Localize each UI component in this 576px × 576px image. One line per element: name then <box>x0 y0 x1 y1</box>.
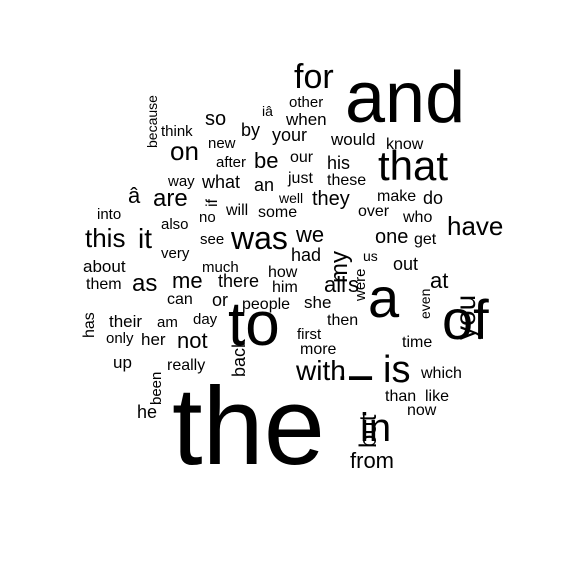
word-by: by <box>241 120 261 140</box>
word-not: not <box>177 328 208 353</box>
word-more: more <box>300 341 337 358</box>
word-that: that <box>378 142 449 189</box>
word-out: out <box>393 254 419 274</box>
word-no: no <box>199 209 216 226</box>
word-think: think <box>161 123 193 140</box>
word-new: new <box>208 135 236 152</box>
word-than: than <box>385 388 417 405</box>
word-you: you <box>450 294 481 340</box>
word-very: very <box>161 245 190 262</box>
word-or: or <box>212 290 229 310</box>
word-be: be <box>254 148 279 173</box>
word-see: see <box>200 231 225 248</box>
word-this: this <box>85 223 126 253</box>
word-from: from <box>350 448 394 473</box>
word-us: us <box>363 248 378 264</box>
word-now: now <box>407 402 437 419</box>
word-their: their <box>109 312 143 331</box>
word-for: for <box>294 58 334 96</box>
word-after: after <box>216 154 247 171</box>
word-over: over <box>358 203 390 220</box>
word-up: up <box>113 353 132 372</box>
word-just: just <box>288 170 313 187</box>
word-of: of <box>442 288 489 351</box>
word-would: would <box>331 130 376 149</box>
word-people: people <box>242 296 291 313</box>
word-how: how <box>268 264 298 281</box>
word-what: what <box>202 172 241 192</box>
word-really: really <box>167 357 206 374</box>
word-was: was <box>231 220 288 256</box>
word-know: know <box>386 136 424 153</box>
word-is: is <box>383 349 411 391</box>
word-well: well <box>279 190 304 206</box>
word-she: she <box>304 293 332 312</box>
word-has: has <box>81 312 98 338</box>
word-them: them <box>86 276 122 293</box>
word-some: some <box>258 204 298 221</box>
word-but: but <box>355 415 382 449</box>
word-a: a <box>368 266 400 329</box>
word-her: her <box>141 330 166 349</box>
word-we: we <box>296 222 325 247</box>
word-about: about <box>83 257 126 276</box>
word-will: will <box>226 202 249 219</box>
word-like: like <box>425 388 450 405</box>
word-on: on <box>170 136 199 166</box>
word-day: day <box>193 311 218 328</box>
word-to: to <box>228 290 280 359</box>
word-because: because <box>144 95 160 148</box>
word-they: they <box>312 188 350 210</box>
word-been: been <box>148 371 165 406</box>
word-when: when <box>286 110 327 129</box>
word-who: who <box>403 209 433 226</box>
word-then: then <box>327 312 359 329</box>
word-an: an <box>254 175 275 195</box>
word-are: are <box>153 185 188 212</box>
word-your: your <box>272 125 308 145</box>
word-even: even <box>417 288 433 320</box>
word-first: first <box>297 326 322 343</box>
word-also: also <box>161 216 189 233</box>
word-i-a-circumflex: iâ <box>262 103 273 119</box>
word-have: have <box>447 211 504 241</box>
word-it: it <box>138 223 152 254</box>
word-into: into <box>97 206 122 223</box>
word-s: s <box>348 272 359 297</box>
word-these: these <box>327 172 367 189</box>
word-can: can <box>167 291 193 308</box>
word-so: so <box>205 108 227 130</box>
word-way: way <box>168 173 195 190</box>
word-am: am <box>157 314 178 331</box>
word-one: one <box>375 226 409 248</box>
word-with: with <box>296 355 346 386</box>
word-he: he <box>137 402 158 422</box>
word-if: if <box>204 198 221 207</box>
word-back: back <box>229 339 249 378</box>
word-a-circumflex: â <box>128 183 141 208</box>
word-at: at <box>430 268 449 293</box>
word-much: much <box>202 259 239 276</box>
word-had: had <box>291 245 322 265</box>
word-as: as <box>132 270 158 297</box>
word-and: and <box>345 58 466 138</box>
word-him: him <box>272 279 298 296</box>
word-time: time <box>402 334 433 351</box>
word-our: our <box>290 149 314 166</box>
word-me: me <box>172 268 203 293</box>
word-get: get <box>414 231 437 248</box>
word-were: were <box>352 268 369 302</box>
word-which: which <box>421 365 462 382</box>
word-his: his <box>327 153 351 173</box>
word-make: make <box>377 188 417 205</box>
word-all: all <box>324 272 347 297</box>
word-only: only <box>106 330 134 347</box>
word-there: there <box>218 271 260 291</box>
word-other: other <box>289 94 324 111</box>
word-in: in <box>360 406 392 450</box>
word-the: the <box>172 365 325 488</box>
word-do: do <box>423 188 444 208</box>
